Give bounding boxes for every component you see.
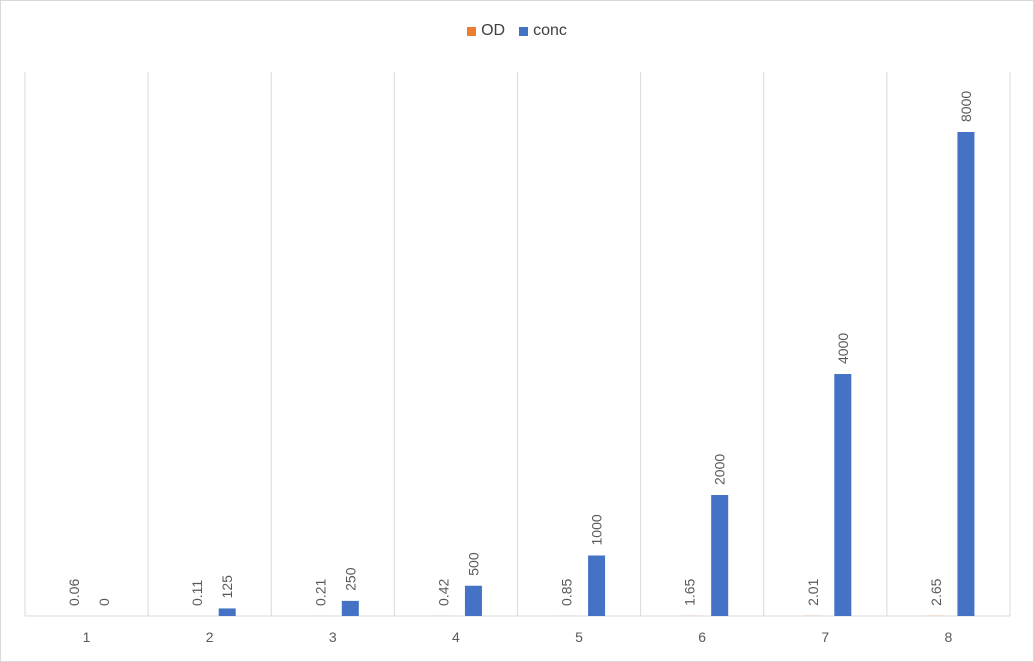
bar-conc [834, 374, 852, 616]
legend-entry-conc: conc [519, 22, 567, 40]
bar-conc [464, 585, 482, 616]
bar-conc [588, 555, 606, 616]
x-tick-label: 1 [83, 629, 91, 645]
bar-conc [341, 600, 359, 616]
x-tick-label: 6 [698, 629, 706, 645]
data-label-od: 1.65 [682, 578, 698, 605]
data-label-conc: 2000 [712, 454, 728, 485]
data-label-od: 0.21 [312, 579, 328, 606]
data-label-od: 0.11 [189, 580, 205, 606]
data-label-conc: 250 [342, 567, 358, 591]
legend-label-od: OD [481, 22, 506, 39]
bar-conc [218, 608, 236, 616]
x-tick-label: 7 [821, 629, 829, 645]
data-label-conc: 500 [465, 552, 481, 576]
data-label-od: 2.65 [928, 578, 944, 605]
x-tick-label: 8 [945, 629, 953, 645]
data-label-conc: 125 [219, 575, 235, 599]
x-tick-label: 3 [329, 629, 337, 645]
legend-swatch-conc [519, 26, 529, 36]
legend: OD conc [0, 20, 1034, 42]
data-label-conc: 0 [96, 598, 112, 606]
bar-conc [711, 495, 729, 616]
legend-swatch-od [467, 26, 477, 36]
data-label-od: 0.06 [66, 579, 82, 606]
x-tick-label: 5 [575, 629, 583, 645]
data-label-od: 0.85 [559, 578, 575, 605]
data-label-conc: 1000 [589, 514, 605, 545]
legend-label-conc: conc [533, 22, 567, 39]
x-tick-label: 2 [206, 629, 214, 645]
x-tick-label: 4 [452, 629, 460, 645]
data-label-od: 0.42 [435, 579, 451, 606]
data-label-conc: 8000 [958, 91, 974, 122]
legend-entry-od: OD [467, 22, 505, 40]
data-label-conc: 4000 [835, 333, 851, 364]
data-label-od: 2.01 [805, 578, 821, 605]
bar-conc [957, 132, 975, 616]
